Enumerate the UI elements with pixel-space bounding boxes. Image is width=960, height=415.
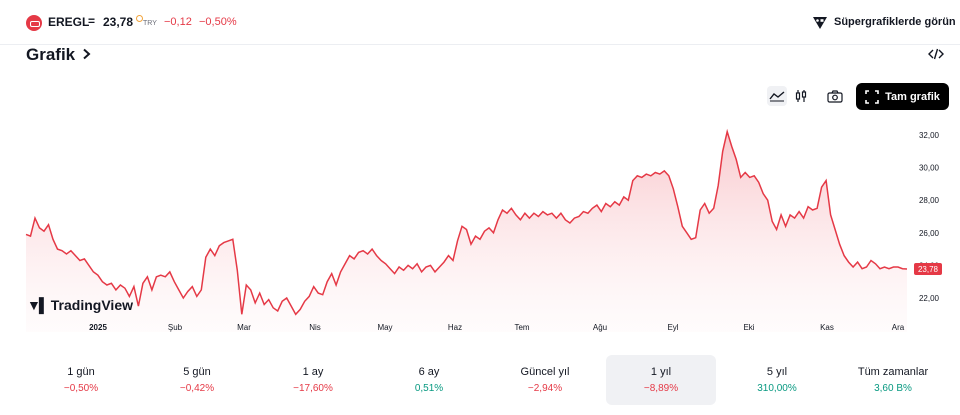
- period-tab[interactable]: 5 yıl 310,00%: [722, 355, 832, 405]
- area-style-button[interactable]: [767, 86, 787, 106]
- period-tab[interactable]: 6 ay 0,51%: [374, 355, 484, 405]
- section-title: Grafik: [26, 45, 76, 64]
- x-tick-label: Mar: [237, 323, 251, 332]
- x-tick-label: Eyl: [667, 323, 678, 332]
- x-tick-label: Kas: [820, 323, 834, 332]
- embed-code-button[interactable]: [928, 48, 944, 63]
- x-tick-label: Ağu: [593, 323, 607, 332]
- chevron-right-icon: [83, 48, 91, 60]
- period-change: −17,60%: [293, 383, 333, 394]
- period-change: 310,00%: [757, 383, 797, 394]
- period-label: 1 ay: [302, 366, 324, 378]
- equals-sign: =: [88, 14, 96, 28]
- supercharts-label: Süpergrafiklerde görün: [834, 16, 956, 28]
- period-change: −0,42%: [179, 383, 215, 394]
- supercharts-link[interactable]: Süpergrafiklerde görün: [812, 13, 956, 31]
- last-price-badge-label: 23,78: [918, 265, 939, 274]
- period-label: 5 gün: [183, 366, 211, 378]
- y-tick-label: 22,00: [919, 294, 940, 303]
- period-tab[interactable]: Tüm zamanlar 3,60 B%: [838, 355, 948, 405]
- x-tick-label: Şub: [168, 323, 183, 332]
- y-tick-label: 30,00: [919, 164, 940, 173]
- period-tab[interactable]: 5 gün −0,42%: [142, 355, 252, 405]
- price-change-percent: −0,50%: [199, 16, 237, 28]
- period-tab[interactable]: 1 gün −0,50%: [26, 355, 136, 405]
- price-change: −0,12: [164, 16, 192, 28]
- candles-style-button[interactable]: [791, 86, 811, 106]
- x-tick-label: Nis: [309, 323, 321, 332]
- tradingview-watermark: ▼▌ TradingView: [27, 297, 133, 313]
- period-change: 3,60 B%: [874, 383, 912, 394]
- period-label: Güncel yıl: [520, 366, 570, 378]
- y-tick-label: 26,00: [919, 229, 940, 238]
- period-change: 0,51%: [414, 383, 444, 394]
- y-tick-label: 32,00: [919, 131, 940, 140]
- supercharts-icon: [813, 17, 827, 29]
- period-label: Tüm zamanlar: [857, 366, 929, 378]
- period-label: 6 ay: [418, 366, 440, 378]
- x-tick-label: Tem: [514, 323, 529, 332]
- period-label: 5 yıl: [766, 366, 788, 378]
- period-change: −8,89%: [643, 383, 679, 394]
- period-change: −0,50%: [63, 383, 99, 394]
- price-line: [25, 128, 908, 316]
- x-tick-label: May: [377, 323, 392, 332]
- period-tab[interactable]: 1 yıl −8,89%: [606, 355, 716, 405]
- watermark-label: TradingView: [50, 297, 133, 313]
- period-performance-tabs: 1 gün −0,50% 5 gün −0,42% 1 ay −17,60% 6 ay 0,5…: [26, 355, 948, 405]
- full-chart-label: Tam grafik: [885, 90, 940, 103]
- symbol-name[interactable]: EREGL: [48, 15, 90, 29]
- area-chart-icon: [769, 91, 785, 102]
- y-tick-label: 28,00: [919, 196, 940, 205]
- fullscreen-icon: [865, 89, 879, 104]
- period-label: 1 yıl: [650, 366, 672, 378]
- period-tab[interactable]: Güncel yıl −2,94%: [490, 355, 600, 405]
- symbol-header: EREGL = 23,78 TRY −0,12 −0,50% Süpergraf…: [0, 0, 960, 45]
- x-tick-label: Ara: [892, 323, 905, 332]
- full-chart-button[interactable]: Tam grafik: [856, 83, 949, 110]
- code-icon: [928, 48, 944, 60]
- company-logo-icon: [26, 15, 42, 31]
- camera-icon: [827, 89, 843, 103]
- tradingview-logo-icon: ▼▌: [27, 297, 49, 313]
- candles-icon: [795, 90, 807, 102]
- period-label: 1 gün: [67, 366, 95, 378]
- x-tick-label: Haz: [448, 323, 462, 332]
- period-change: −2,94%: [527, 383, 563, 394]
- period-tab[interactable]: 1 ay −17,60%: [258, 355, 368, 405]
- last-price: 23,78: [103, 15, 134, 29]
- section-title-link[interactable]: Grafik: [26, 45, 92, 65]
- snapshot-button[interactable]: [825, 86, 845, 106]
- x-tick-label: 2025: [89, 323, 107, 332]
- currency-label: TRY: [143, 20, 157, 27]
- x-tick-label: Eki: [743, 323, 754, 332]
- market-status-icon: [136, 15, 143, 22]
- last-price-badge: [914, 262, 942, 275]
